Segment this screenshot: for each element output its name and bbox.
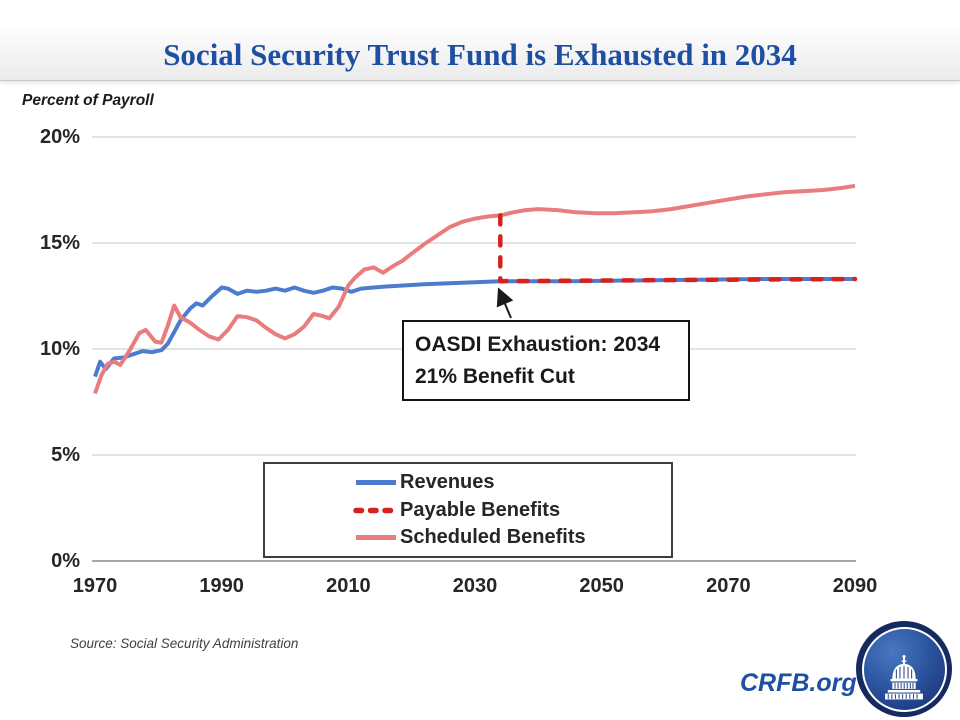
y-axis-unit-label: Percent of Payroll (22, 92, 154, 109)
revenues-line-swatch (356, 480, 396, 486)
source-note: Source: Social Security Administration (70, 636, 299, 651)
y-tick-10: 10% (39, 338, 80, 360)
y-tick-5: 5% (51, 444, 80, 466)
series-revenues (93, 277, 855, 378)
capitol-icon (885, 654, 923, 699)
series-payable-benefits (498, 213, 858, 284)
exhaustion-callout: OASDI Exhaustion: 2034 21% Benefit Cut (402, 320, 690, 401)
crfb-wordmark: CRFB.org (740, 669, 857, 697)
y-tick-0: 0% (51, 550, 80, 572)
y-tick-20: 20% (39, 126, 80, 148)
x-tick-2050: 2050 (579, 575, 624, 597)
x-tick-1990: 1990 (199, 575, 244, 597)
exhaustion-arrow (496, 287, 514, 319)
x-tick-2030: 2030 (452, 575, 498, 597)
series-scheduled-benefits (93, 183, 856, 395)
x-tick-2070: 2070 (706, 575, 751, 597)
legend-item-revenues: Revenues (353, 471, 671, 494)
x-tick-2010: 2010 (326, 575, 371, 597)
legend-label-revenues: Revenues (400, 471, 495, 494)
chart-series (93, 183, 858, 395)
legend-label-payable-benefits: Payable Benefits (400, 498, 561, 521)
header-band: Social Security Trust Fund is Exhausted … (0, 0, 960, 81)
page-title: Social Security Trust Fund is Exhausted … (163, 37, 797, 72)
legend: Revenues Payable Benefits Scheduled Bene… (263, 462, 673, 558)
gridlines (92, 136, 856, 562)
callout-line-1: OASDI Exhaustion: 2034 (415, 333, 661, 356)
legend-label-scheduled-benefits: Scheduled Benefits (400, 525, 586, 548)
legend-item-payable-benefits: Payable Benefits (353, 499, 671, 522)
legend-item-scheduled-benefits: Scheduled Benefits (353, 526, 671, 549)
logo-circle (861, 626, 947, 712)
callout-line-2: 21% Benefit Cut (415, 365, 575, 388)
scheduled-benefits-line-swatch (356, 534, 396, 540)
x-tick-2090: 2090 (832, 575, 878, 597)
y-tick-15: 15% (39, 232, 80, 254)
payable-benefits-line-swatch (353, 507, 399, 513)
x-tick-1970: 1970 (72, 575, 118, 597)
crfb-logo (856, 621, 952, 717)
